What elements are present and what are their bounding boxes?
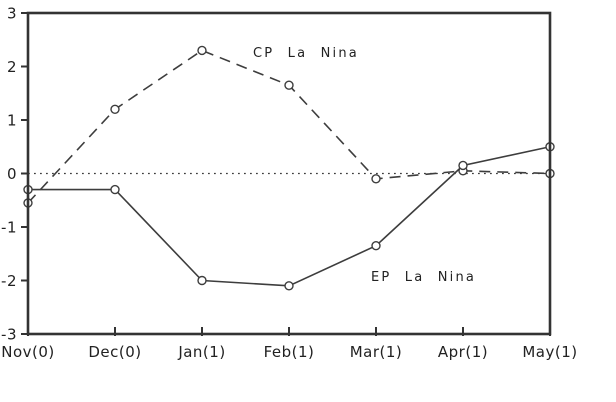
plot-frame [26, 11, 552, 336]
data-point-marker-ep [371, 241, 381, 251]
data-point-marker-ep [458, 160, 468, 171]
series-line-ep [28, 145, 551, 287]
y-axis-tick-label: 3 [7, 4, 17, 22]
x-axis-tick-label: May(1) [522, 343, 577, 361]
y-axis-tick-label: -2 [1, 272, 17, 290]
data-point-marker-cp [110, 104, 120, 115]
x-axis-tick-label: Nov(0) [1, 343, 55, 361]
data-point-marker-cp [371, 174, 381, 184]
x-axis-tick-label: Dec(0) [88, 343, 141, 361]
series-label-ep: EP La Nina [371, 270, 476, 285]
y-axis-tick-label: 1 [7, 111, 17, 129]
x-axis-tick-label: Jan(1) [177, 343, 225, 361]
x-axis-tick-label: Mar(1) [350, 343, 403, 361]
x-axis-tick-label: Feb(1) [264, 343, 315, 361]
y-axis-tick-label: -1 [1, 218, 17, 236]
series-label-cp: CP La Nina [253, 46, 359, 61]
y-axis-tick-label: 0 [7, 165, 17, 183]
y-axis-tick-label: -3 [1, 325, 17, 343]
x-axis-tick-label: Apr(1) [438, 343, 488, 361]
y-axis-tick-label: 2 [7, 58, 17, 76]
series-line-cp [27, 49, 551, 204]
data-point-marker-ep [284, 281, 294, 291]
data-point-marker-cp [284, 80, 294, 90]
data-point-marker-ep [110, 184, 120, 195]
data-point-marker-cp [197, 45, 207, 56]
data-point-marker-ep [197, 275, 207, 286]
